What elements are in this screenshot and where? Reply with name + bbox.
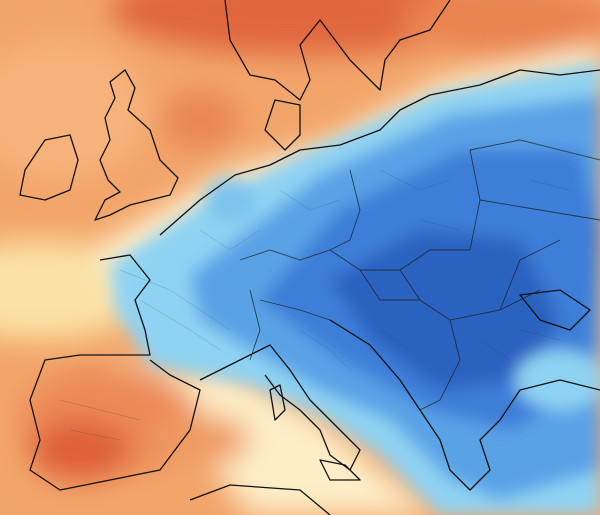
- black-sea-edge: [519, 289, 591, 331]
- regional-borders: [59, 169, 571, 441]
- cold-blobs: [110, 62, 600, 515]
- warm-core: [400, 0, 600, 55]
- warm-core: [110, 0, 490, 55]
- borders: [239, 139, 600, 411]
- warm-area: [160, 90, 240, 150]
- warm-core: [30, 420, 130, 480]
- scandinavia: [224, 0, 451, 101]
- warm-area: [0, 40, 150, 180]
- cold-light: [205, 178, 255, 222]
- italy: [199, 344, 361, 471]
- north-africa: [189, 484, 331, 515]
- balkan-coast: [329, 319, 600, 491]
- denmark: [264, 99, 301, 151]
- great-britain: [94, 69, 179, 221]
- country-borders: [59, 139, 600, 441]
- sicily: [319, 459, 361, 481]
- warm-area: [150, 415, 250, 465]
- coastlines: [19, 0, 600, 515]
- north-coast: [159, 69, 600, 236]
- corsica: [269, 384, 286, 421]
- ireland: [19, 134, 79, 201]
- western-europe-coast: [29, 254, 201, 491]
